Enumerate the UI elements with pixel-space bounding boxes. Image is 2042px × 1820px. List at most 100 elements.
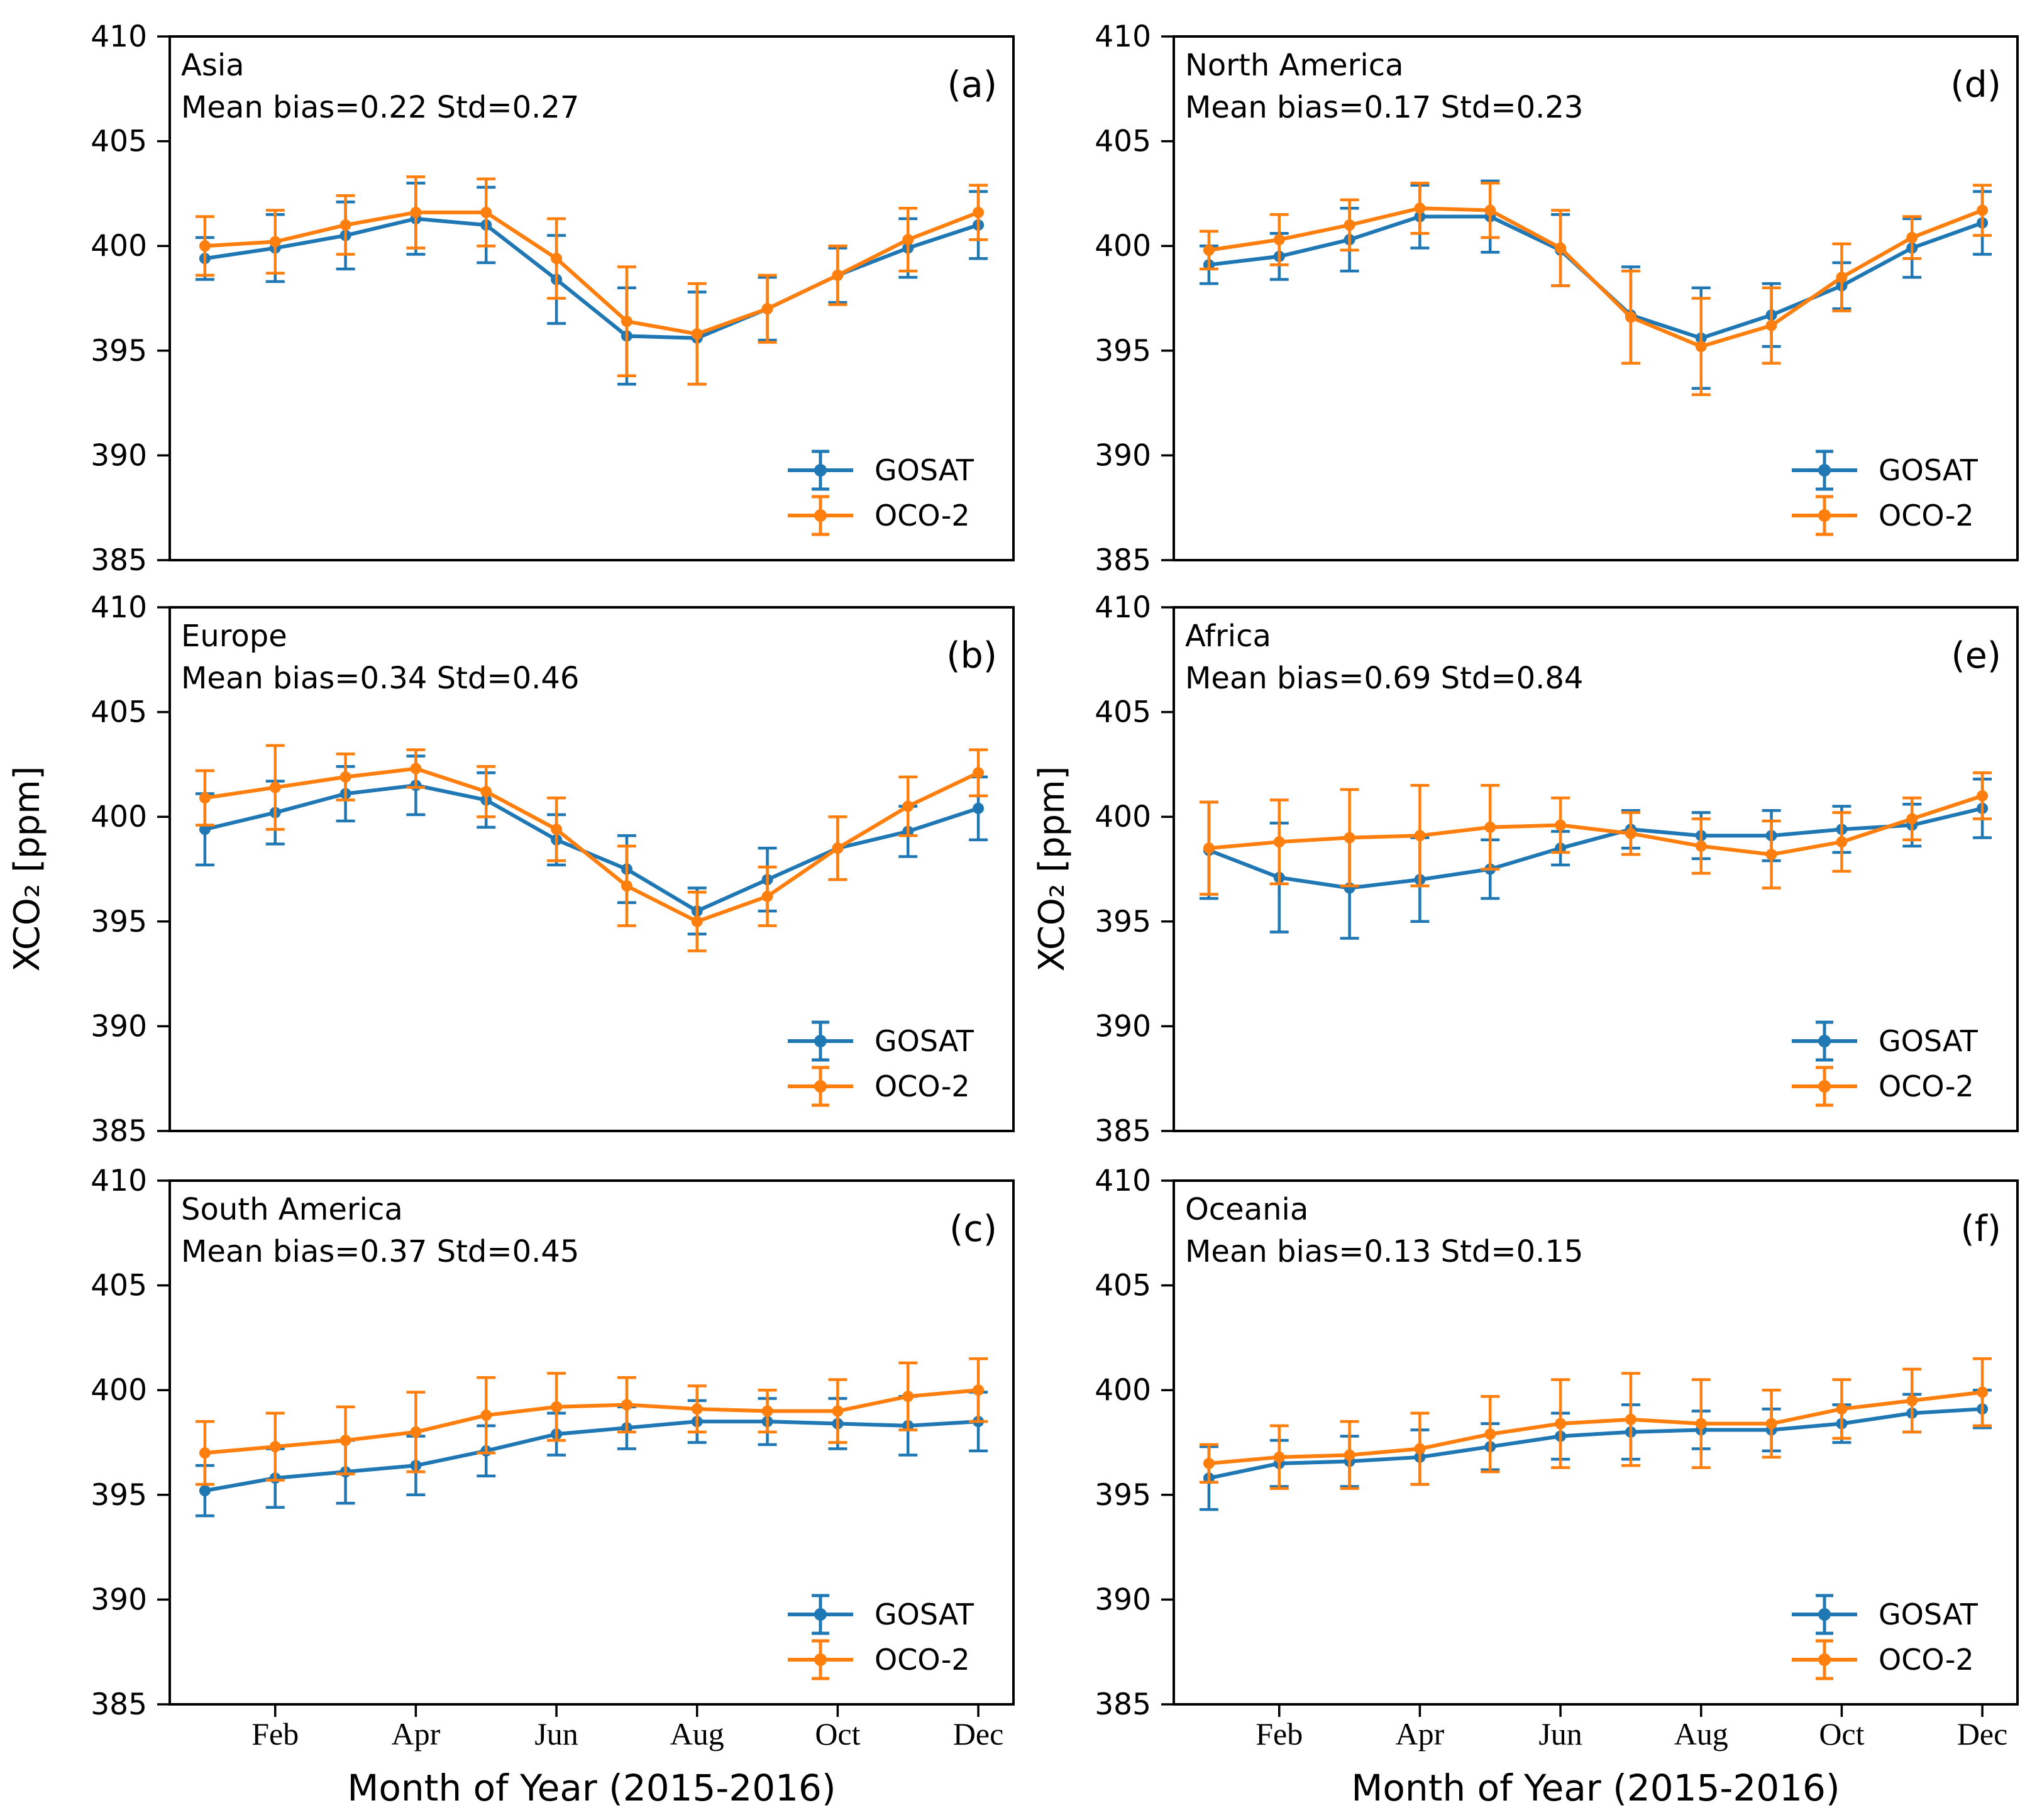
axes-frame bbox=[168, 1179, 1015, 1706]
legend-label-oco2: OCO-2 bbox=[1879, 1643, 1974, 1677]
oco2-data-point bbox=[761, 1405, 773, 1417]
oco2-data-point bbox=[1484, 1428, 1496, 1440]
oco2-data-point bbox=[1695, 341, 1707, 353]
panel-letter: (b) bbox=[946, 635, 997, 676]
y-tick-label: 395 bbox=[1095, 1478, 1151, 1513]
y-tick-label: 385 bbox=[91, 1114, 147, 1149]
y-tick-label: 395 bbox=[1095, 334, 1151, 368]
data-series bbox=[195, 1357, 988, 1518]
legend-gosat-symbol-marker bbox=[814, 464, 827, 477]
x-tick-label: Feb bbox=[251, 1716, 299, 1751]
legend-label-gosat: GOSAT bbox=[875, 1597, 974, 1631]
x-tick-label: Apr bbox=[392, 1716, 441, 1751]
x-tick-label: Aug bbox=[670, 1716, 724, 1751]
oco2-data-point bbox=[339, 1435, 351, 1447]
gosat-data-point bbox=[199, 1485, 211, 1497]
legend-oco2-symbol-marker bbox=[1818, 1653, 1831, 1666]
oco2-data-point bbox=[1625, 1413, 1636, 1425]
oco2-data-point bbox=[480, 1409, 492, 1421]
y-tick-label: 405 bbox=[1095, 124, 1151, 159]
y-tick-label: 405 bbox=[91, 695, 147, 730]
y-tick-label: 385 bbox=[1095, 543, 1151, 578]
oco2-markers bbox=[199, 1384, 985, 1459]
panel-letter: (a) bbox=[947, 64, 997, 106]
oco2-data-point bbox=[410, 206, 422, 218]
oco2-data-point bbox=[621, 316, 632, 328]
x-tick-label: Feb bbox=[1256, 1716, 1303, 1751]
oco2-data-point bbox=[902, 800, 914, 812]
x-tick-label: Oct bbox=[815, 1716, 860, 1751]
x-tick-label: Dec bbox=[1957, 1716, 2008, 1751]
oco2-data-point bbox=[1273, 836, 1285, 848]
y-tick-label: 395 bbox=[91, 334, 147, 368]
x-tick-label: Aug bbox=[1674, 1716, 1728, 1751]
oco2-data-point bbox=[1906, 1394, 1918, 1406]
legend bbox=[788, 449, 853, 536]
oco2-markers bbox=[199, 763, 985, 927]
y-tick-label: 410 bbox=[1095, 19, 1151, 54]
oco2-data-point bbox=[269, 1441, 281, 1453]
oco2-data-point bbox=[1906, 813, 1918, 825]
oco2-data-point bbox=[199, 792, 211, 804]
panel-north-america: 385 390 395 400 405 410 North America Mean bi… bbox=[1095, 19, 2019, 578]
panel-stats-text: Mean bias=0.34 Std=0.46 bbox=[181, 661, 579, 696]
y-tick-label: 385 bbox=[91, 1687, 147, 1722]
data-series bbox=[1199, 771, 1992, 940]
x-tick-label: Jun bbox=[1538, 1716, 1582, 1751]
x-tick-label: Jun bbox=[534, 1716, 578, 1751]
oco2-data-point bbox=[551, 824, 563, 836]
legend bbox=[1792, 1594, 1857, 1680]
panel-region-title: North America bbox=[1185, 48, 1404, 83]
oco2-data-point bbox=[1695, 840, 1707, 852]
oco2-data-point bbox=[1555, 1418, 1567, 1430]
y-tick-label: 390 bbox=[91, 438, 147, 473]
oco2-data-point bbox=[339, 771, 351, 783]
oco2-data-point bbox=[269, 236, 281, 248]
oco2-data-point bbox=[691, 1403, 703, 1415]
legend-label-gosat: GOSAT bbox=[875, 1024, 974, 1058]
x-tick-label: Dec bbox=[953, 1716, 1004, 1751]
panel-stats-text: Mean bias=0.13 Std=0.15 bbox=[1185, 1234, 1583, 1269]
y-tick-label: 410 bbox=[91, 19, 147, 54]
axes-frame bbox=[168, 606, 1015, 1132]
y-tick-label: 405 bbox=[91, 1269, 147, 1303]
data-series bbox=[1199, 179, 1992, 397]
oco2-data-point bbox=[480, 206, 492, 218]
oco2-data-point bbox=[1625, 827, 1636, 839]
legend-gosat-symbol-marker bbox=[1818, 464, 1831, 477]
gosat-line bbox=[204, 783, 980, 913]
legend-label-oco2: OCO-2 bbox=[875, 499, 970, 532]
oco2-data-point bbox=[691, 328, 703, 340]
gosat-data-point bbox=[973, 802, 985, 814]
oco2-data-point bbox=[1836, 836, 1848, 848]
oco2-data-point bbox=[1765, 319, 1777, 331]
y-tick-label: 410 bbox=[1095, 1164, 1151, 1198]
panel-letter: (f) bbox=[1960, 1208, 2001, 1250]
y-tick-label: 400 bbox=[91, 800, 147, 834]
panel-asia: 385 390 395 400 405 410 Asia Mean bias=0.22 S… bbox=[91, 19, 1015, 578]
y-tick-label: 385 bbox=[91, 543, 147, 578]
legend-oco2-symbol-marker bbox=[814, 1080, 827, 1093]
y-axis-label-right: XCO₂ [ppm] bbox=[1032, 766, 1073, 971]
oco2-data-point bbox=[1977, 1386, 1989, 1398]
y-tick-label: 390 bbox=[1095, 1009, 1151, 1044]
oco2-data-point bbox=[1836, 272, 1848, 284]
legend-label-oco2: OCO-2 bbox=[875, 1069, 970, 1103]
oco2-data-point bbox=[410, 1426, 422, 1438]
legend-label-oco2: OCO-2 bbox=[875, 1643, 970, 1677]
gosat-line bbox=[1208, 806, 1983, 890]
oco2-data-point bbox=[832, 1405, 844, 1417]
y-tick-label: 395 bbox=[91, 1478, 147, 1513]
oco2-data-point bbox=[339, 219, 351, 231]
oco2-data-point bbox=[1414, 830, 1426, 842]
oco2-data-point bbox=[1625, 311, 1636, 323]
oco2-line bbox=[204, 1388, 979, 1455]
panel-region-title: Asia bbox=[181, 48, 245, 83]
y-tick-label: 405 bbox=[91, 124, 147, 159]
oco2-errorbars bbox=[1199, 771, 1992, 896]
oco2-line bbox=[1208, 206, 1984, 349]
oco2-data-point bbox=[1344, 219, 1355, 231]
oco2-data-point bbox=[1414, 202, 1426, 214]
axis-ticks: 385 390 395 400 405 410 Feb Apr Jun Aug Oct Dec bbox=[91, 1164, 1003, 1751]
